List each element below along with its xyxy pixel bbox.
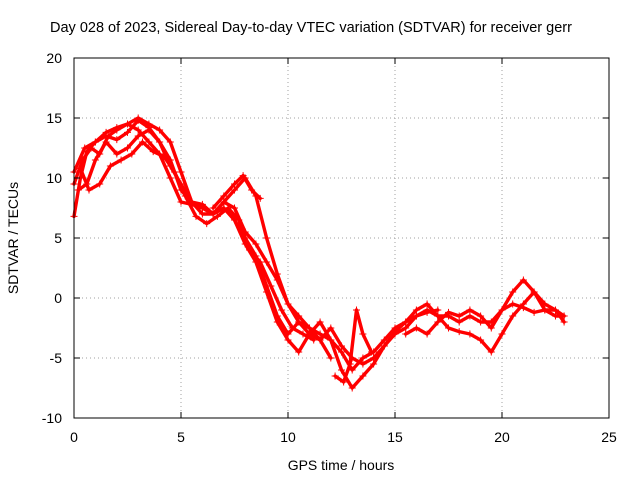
series-line xyxy=(72,122,566,390)
grid xyxy=(74,58,609,418)
series-track-2 xyxy=(70,114,568,374)
series-track-5 xyxy=(76,138,318,344)
series-line xyxy=(404,302,566,336)
x-tick-label: 25 xyxy=(601,429,617,445)
x-tick-label: 15 xyxy=(387,429,403,445)
x-axis-label: GPS time / hours xyxy=(288,457,395,473)
series-track-7 xyxy=(331,306,375,386)
y-tick-label: 10 xyxy=(46,170,62,186)
series-track-1 xyxy=(70,116,442,368)
y-tick-label: -10 xyxy=(42,410,62,426)
axis-ticks: 0 5 10 15 20 25 -10 -5 0 5 10 15 20 xyxy=(42,50,617,445)
y-axis-label: SDTVAR / TECUs xyxy=(5,182,21,294)
series-line xyxy=(333,308,374,384)
series-track-3 xyxy=(70,120,568,392)
series-track-8 xyxy=(402,300,568,338)
x-tick-label: 10 xyxy=(280,429,296,445)
x-tick-label: 20 xyxy=(494,429,510,445)
plus-markers xyxy=(331,306,375,386)
series-track-6 xyxy=(209,172,264,212)
y-tick-label: 5 xyxy=(54,230,62,246)
series-track-4 xyxy=(74,126,335,362)
plus-markers xyxy=(209,172,264,212)
series-line xyxy=(72,116,566,372)
y-tick-label: 0 xyxy=(54,290,62,306)
series-layer xyxy=(70,114,568,392)
y-tick-label: 20 xyxy=(46,50,62,66)
series-line xyxy=(72,118,440,366)
y-tick-label: -5 xyxy=(50,350,63,366)
series-line xyxy=(211,173,262,210)
chart-title: Day 028 of 2023, Sidereal Day-to-day VTE… xyxy=(50,20,572,36)
y-tick-label: 15 xyxy=(46,110,62,126)
plus-markers xyxy=(70,116,442,368)
x-tick-label: 5 xyxy=(177,429,185,445)
plus-markers xyxy=(402,300,568,338)
x-tick-label: 0 xyxy=(70,429,78,445)
plus-markers xyxy=(76,138,318,344)
